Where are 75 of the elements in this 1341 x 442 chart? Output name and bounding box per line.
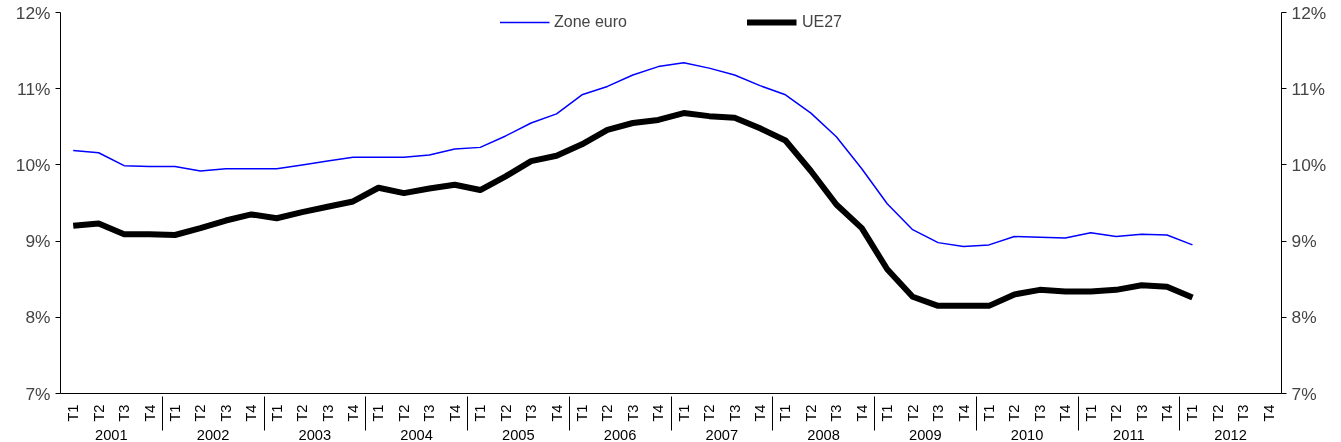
x-tick-label: T3	[1133, 404, 1150, 422]
x-tick-label: T2	[192, 404, 209, 422]
x-tick-label: T1	[65, 404, 82, 422]
x-tick-label: T2	[904, 404, 921, 422]
x-tick-label: T2	[1209, 404, 1226, 422]
y-tick-label: 7%	[25, 383, 51, 404]
y2-tick-label: 9%	[1291, 231, 1317, 252]
y2-tick-label: 12%	[1291, 2, 1327, 23]
x-tick-label: T4	[1057, 404, 1074, 422]
x-tick-label: T3	[930, 404, 947, 422]
y2-tick-label: 10%	[1291, 154, 1327, 175]
x-tick-label: T4	[752, 404, 769, 422]
line-series	[72, 62, 1194, 248]
x-tick-label: T3	[624, 404, 641, 422]
x-tick-label: T2	[497, 404, 514, 422]
x-tick-label: T1	[166, 404, 183, 422]
text: 2008	[807, 426, 840, 442]
y-tick-label: 11%	[17, 78, 51, 99]
x-tick-label: T1	[370, 404, 387, 422]
x-tick-label: T1	[1184, 404, 1201, 422]
text: 2001	[95, 426, 128, 442]
y2-tick-label: 11%	[1291, 78, 1325, 99]
x-tick-label: T4	[345, 404, 362, 422]
x-tick-label: T4	[1260, 404, 1277, 422]
text: 2004	[400, 426, 433, 442]
legend-label: Zone euro	[554, 13, 627, 31]
x-tick-label: T1	[980, 404, 997, 422]
x-tick-label: T3	[1031, 404, 1048, 422]
x-tick-label: T2	[802, 404, 819, 422]
x-tick-label: T2	[1006, 404, 1023, 422]
text: 2002	[196, 426, 230, 442]
x-tick-label: T3	[421, 404, 438, 422]
text: 2011	[1113, 426, 1145, 442]
x-tick-label: T4	[243, 404, 260, 422]
text: 2012	[1214, 426, 1247, 442]
text: 2007	[705, 426, 739, 442]
x-tick-label: T3	[726, 404, 743, 422]
y-tick-label: 10%	[15, 154, 51, 175]
x-tick-label: T1	[573, 404, 590, 422]
x-tick-label: T4	[1159, 404, 1176, 422]
x-tick-label: T2	[90, 404, 107, 422]
text: 2005	[502, 426, 535, 442]
x-tick-label: T2	[395, 404, 412, 422]
x-tick-label: T1	[879, 404, 896, 422]
y-tick-label: 9%	[25, 231, 51, 252]
x-tick-label: T4	[141, 404, 158, 422]
x-tick-label: T3	[828, 404, 845, 422]
x-tick-label: T2	[599, 404, 616, 422]
x-tick-label: T4	[650, 404, 667, 422]
x-tick-label: T3	[523, 404, 540, 422]
x-tick-label: T1	[472, 404, 489, 422]
x-tick-label: T3	[1235, 404, 1252, 422]
x-tick-label: T2	[1108, 404, 1125, 422]
x-tick-label: T4	[548, 404, 565, 422]
x-tick-label: T2	[294, 404, 311, 422]
x-tick-label: T1	[1082, 404, 1099, 422]
x-tick-label: T3	[217, 404, 234, 422]
x-tick-label: T1	[675, 404, 692, 422]
x-tick-label: T4	[446, 404, 463, 422]
text: 2009	[909, 426, 942, 442]
text: 2010	[1010, 426, 1044, 442]
x-tick-label: T1	[268, 404, 285, 422]
y2-tick-label: 8%	[1291, 307, 1317, 328]
x-tick-label: T1	[777, 404, 794, 422]
text: 2003	[298, 426, 332, 442]
y-tick-label: 12%	[15, 2, 51, 23]
y-tick-label: 8%	[25, 307, 51, 328]
x-tick-label: T2	[701, 404, 718, 422]
legend-label: UE27	[801, 13, 842, 31]
x-tick-label: T4	[955, 404, 972, 422]
x-tick-label: T3	[116, 404, 133, 422]
x-tick-label: T4	[853, 404, 870, 422]
y2-tick-label: 7%	[1291, 383, 1317, 404]
text: 2006	[603, 426, 637, 442]
x-tick-label: T3	[319, 404, 336, 422]
